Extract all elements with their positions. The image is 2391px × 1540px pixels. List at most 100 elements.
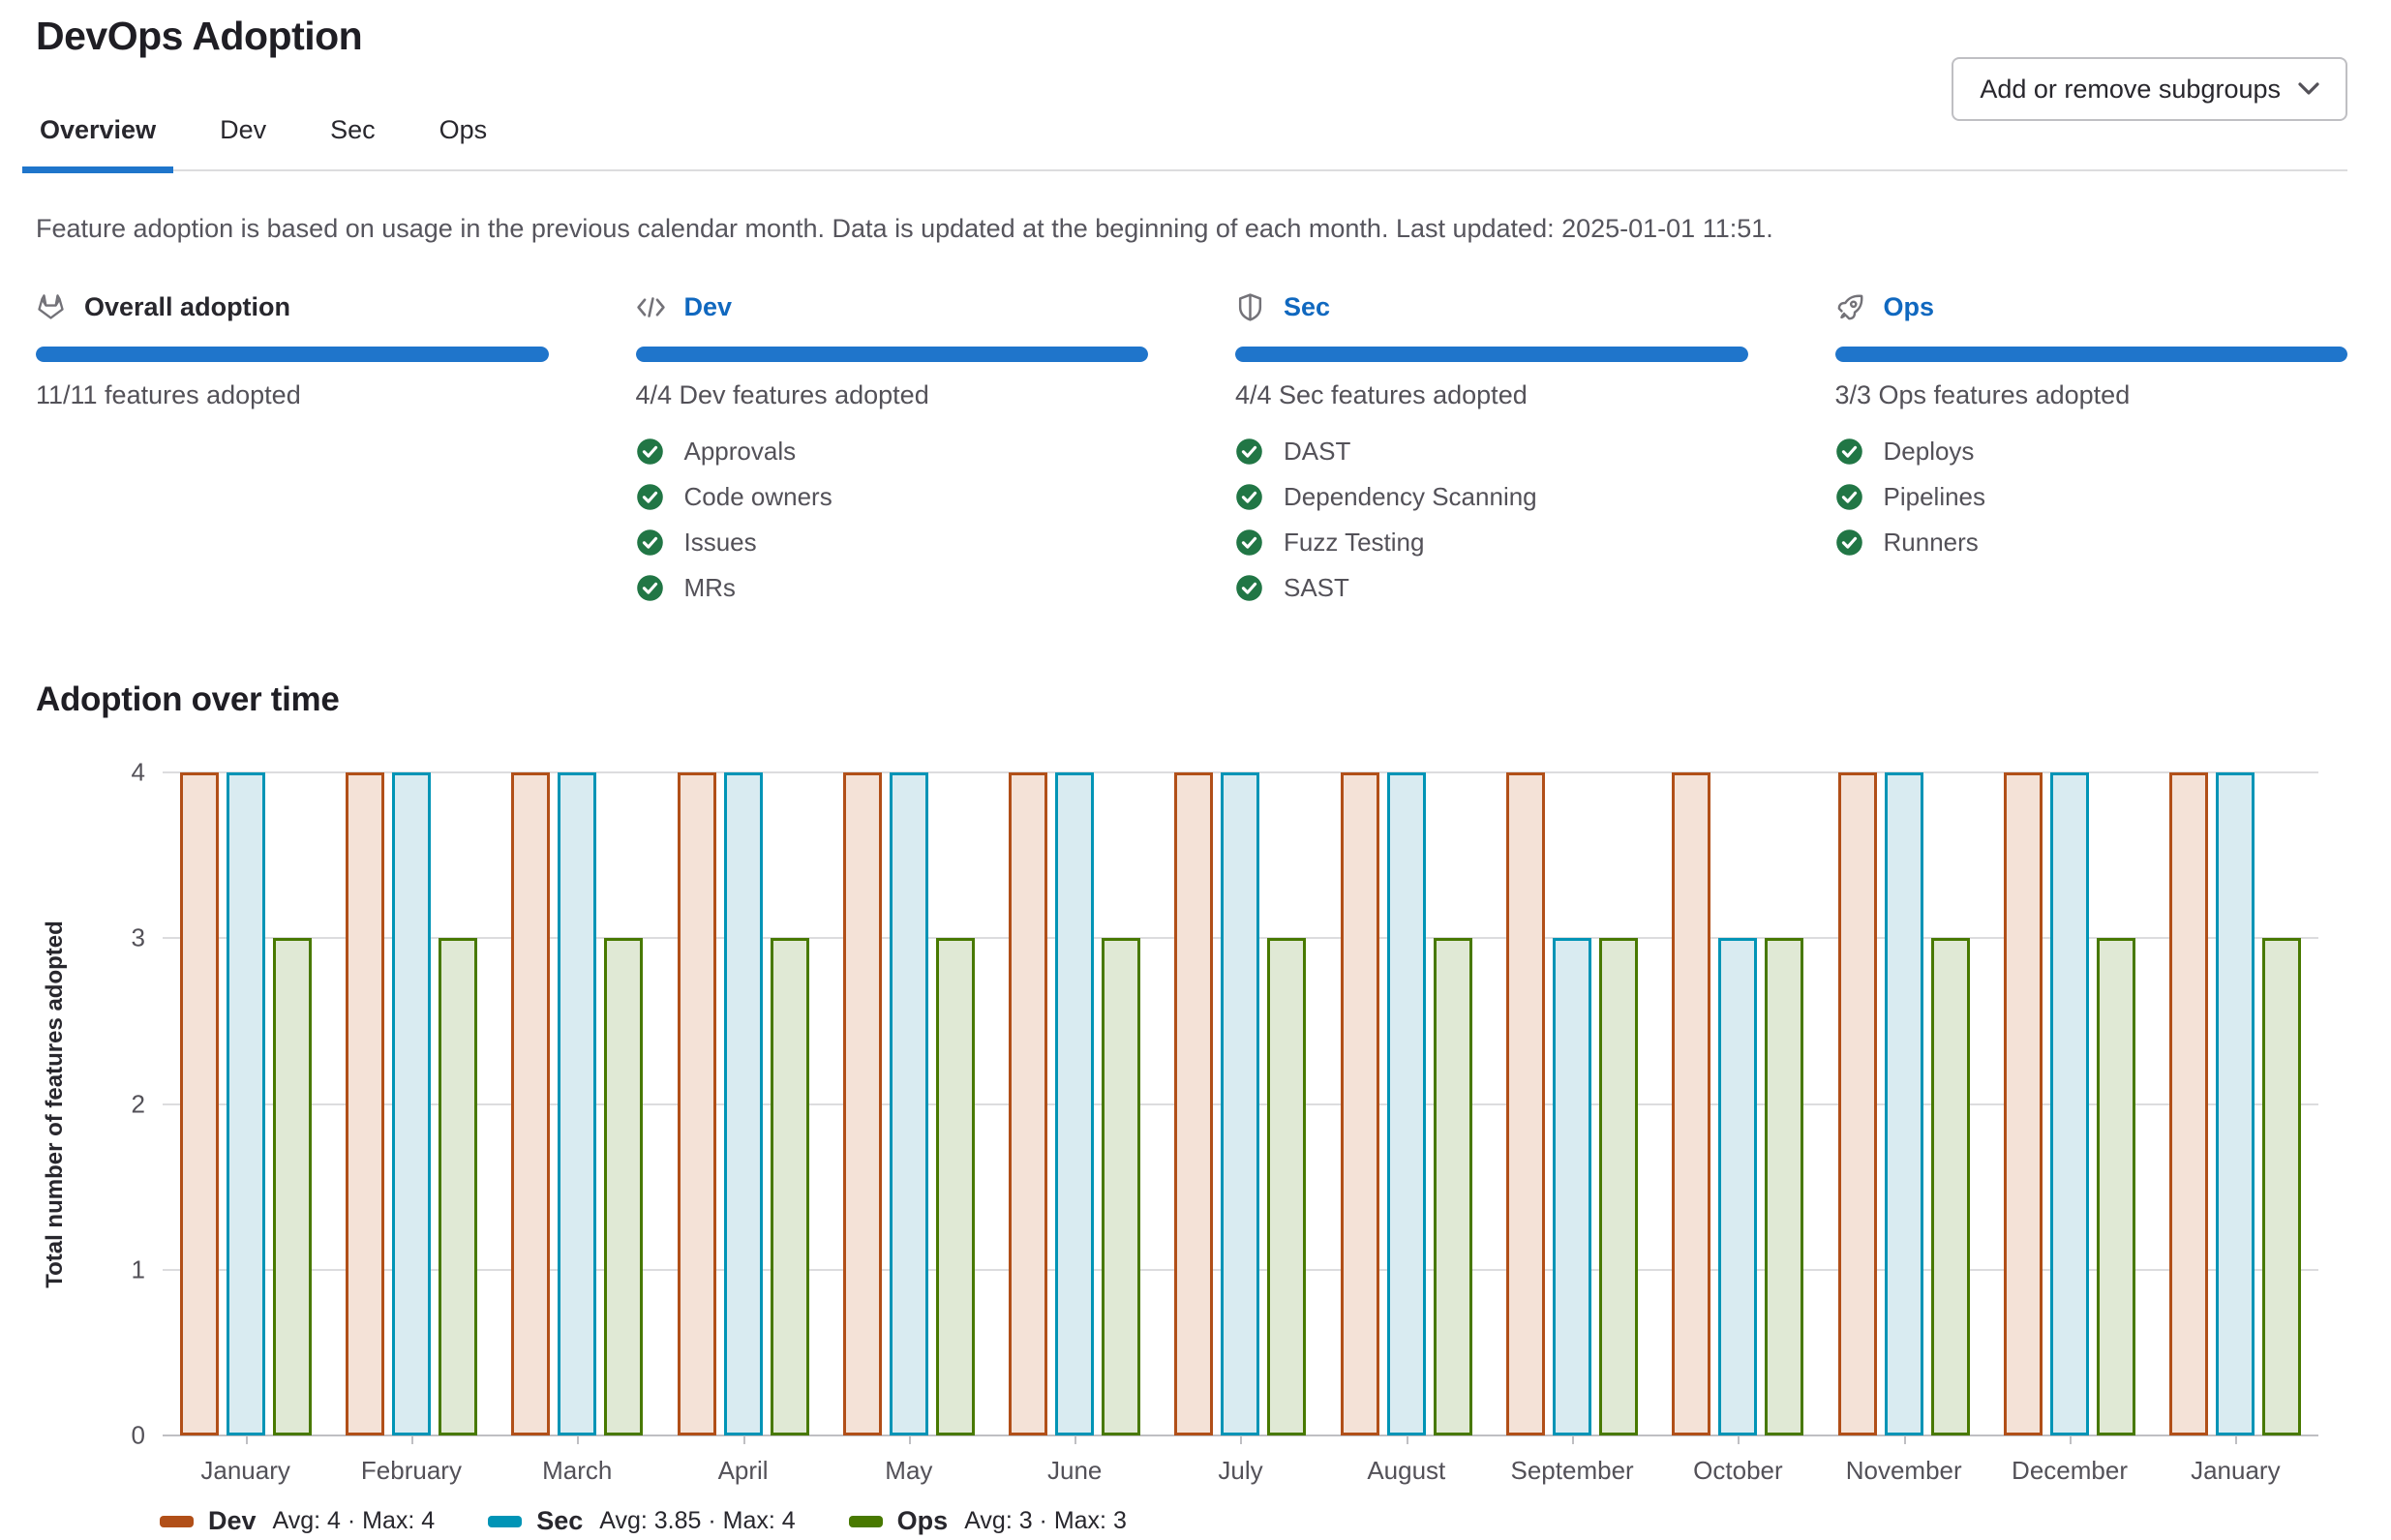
ops-bar[interactable]	[604, 938, 644, 1435]
feature-label: MRs	[683, 573, 736, 602]
adoption-progress-bar	[635, 347, 1148, 362]
bars	[1158, 772, 1323, 1435]
y-tick-label: 2	[131, 1089, 145, 1118]
y-tick-label: 1	[131, 1254, 145, 1284]
legend-swatch	[160, 1515, 194, 1527]
tabs-bar: Overview Dev Sec Ops Add or remove subgroup…	[21, 57, 2347, 173]
feature-label: Code owners	[683, 482, 832, 511]
dev-bar[interactable]	[1837, 772, 1877, 1435]
check-circle-icon	[1235, 483, 1263, 511]
adoption-progress-bar	[1235, 347, 1748, 362]
sec-bar[interactable]	[1884, 772, 1923, 1435]
sec-bar[interactable]	[1221, 772, 1260, 1435]
tab-dev[interactable]: Dev	[220, 115, 267, 144]
dev-bar[interactable]	[511, 772, 551, 1435]
adoption-progress-fill	[36, 347, 549, 362]
sec-bar[interactable]	[2050, 772, 2090, 1435]
bars	[328, 772, 494, 1435]
dev-bar[interactable]	[1672, 772, 1711, 1435]
dev-bar[interactable]	[1174, 772, 1214, 1435]
dev-bar[interactable]	[1340, 772, 1379, 1435]
ops-bar[interactable]	[1102, 938, 1141, 1435]
x-tick-label: February	[360, 1456, 462, 1485]
card-header: Overall adoption	[36, 292, 549, 322]
bars	[2153, 772, 2318, 1435]
x-tick-mark	[410, 1435, 413, 1444]
x-tick-label: March	[542, 1456, 613, 1485]
adoption-over-time-chart: Total number of features adopted 0 1 2 3 4 Ja…	[36, 737, 2347, 1540]
check-circle-icon	[1235, 438, 1263, 466]
x-tick-label: May	[885, 1456, 933, 1485]
sec-bar[interactable]	[1386, 772, 1426, 1435]
bar-group-june-5: June	[992, 772, 1158, 1485]
add-remove-subgroups-button[interactable]: Add or remove subgroups	[1952, 57, 2347, 121]
chart-legend: Dev Avg: 4 · Max: 4 Sec Avg: 3.85 · Max: 4 O…	[160, 1506, 1127, 1536]
sec-bar[interactable]	[226, 772, 265, 1435]
bars	[1323, 772, 1489, 1435]
bar-group-august-7: August	[1323, 772, 1489, 1485]
feature-list: Deploys Pipelines Runners	[1835, 437, 2348, 558]
sec-bar[interactable]	[1055, 772, 1095, 1435]
card-title[interactable]: Dev	[683, 292, 733, 321]
feature-row: Fuzz Testing	[1235, 528, 1748, 558]
dev-bar[interactable]	[345, 772, 384, 1435]
adoption-progress-bar	[1834, 347, 2347, 362]
tanuki-icon	[36, 292, 66, 322]
ops-bar[interactable]	[1267, 938, 1307, 1435]
ops-bar[interactable]	[438, 938, 477, 1435]
sec-bar[interactable]	[558, 772, 597, 1435]
legend-item-sec[interactable]: Sec Avg: 3.85 · Max: 4	[488, 1506, 796, 1536]
ops-bar[interactable]	[1930, 938, 1970, 1435]
ops-bar[interactable]	[1433, 938, 1472, 1435]
card-title[interactable]: Ops	[1883, 292, 1935, 321]
ops-bar[interactable]	[2262, 938, 2302, 1435]
x-tick-mark	[1903, 1435, 1906, 1444]
ops-bar[interactable]	[935, 938, 975, 1435]
bar-group-december-11: December	[1986, 772, 2152, 1485]
sec-bar[interactable]	[1553, 938, 1592, 1435]
adoption-count-text: 11/11 features adopted	[36, 380, 301, 409]
check-circle-icon	[1835, 438, 1863, 466]
x-tick-mark	[742, 1435, 745, 1444]
legend-item-ops[interactable]: Ops Avg: 3 · Max: 3	[848, 1506, 1127, 1536]
feature-label: Issues	[683, 528, 757, 557]
dev-bar[interactable]	[842, 772, 882, 1435]
bar-group-february-1: February	[328, 772, 494, 1485]
ops-bar[interactable]	[1599, 938, 1639, 1435]
feature-row: Approvals	[636, 437, 1149, 467]
ops-bar[interactable]	[770, 938, 809, 1435]
legend-series-name: Ops	[896, 1506, 949, 1535]
dev-bar[interactable]	[677, 772, 716, 1435]
feature-label: Deploys	[1883, 437, 1975, 466]
ops-bar[interactable]	[272, 938, 312, 1435]
feature-row: Runners	[1835, 528, 2348, 558]
sec-bar[interactable]	[1718, 938, 1758, 1435]
adoption-card-sec: Sec 4/4 Sec features adopted DAST Dependenc…	[1235, 292, 1748, 603]
sec-bar[interactable]	[391, 772, 431, 1435]
bar-group-january-12: January	[2153, 772, 2318, 1485]
card-header: Dev	[636, 292, 1149, 322]
x-tick-mark	[2070, 1435, 2073, 1444]
page-title: DevOps Adoption	[36, 14, 363, 58]
sec-bar[interactable]	[723, 772, 763, 1435]
feature-label: Pipelines	[1883, 482, 1986, 511]
dev-bar[interactable]	[1506, 772, 1546, 1435]
tab-overview[interactable]: Overview	[21, 107, 174, 173]
tab-sec[interactable]: Sec	[330, 115, 376, 144]
ops-bar[interactable]	[1765, 938, 1804, 1435]
dev-bar[interactable]	[2004, 772, 2043, 1435]
card-title[interactable]: Sec	[1284, 292, 1331, 321]
x-tick-label: September	[1510, 1456, 1634, 1485]
bar-group-april-3: April	[660, 772, 826, 1485]
legend-item-dev[interactable]: Dev Avg: 4 · Max: 4	[160, 1506, 435, 1536]
tab-ops[interactable]: Ops	[439, 115, 488, 144]
dev-bar[interactable]	[2169, 772, 2209, 1435]
sec-bar[interactable]	[2216, 772, 2255, 1435]
x-tick-mark	[1406, 1435, 1408, 1444]
ops-bar[interactable]	[2097, 938, 2136, 1435]
dev-bar[interactable]	[179, 772, 219, 1435]
adoption-count-text: 4/4 Dev features adopted	[635, 380, 929, 409]
sec-bar[interactable]	[889, 772, 928, 1435]
legend-swatch	[848, 1515, 883, 1527]
dev-bar[interactable]	[1009, 772, 1048, 1435]
